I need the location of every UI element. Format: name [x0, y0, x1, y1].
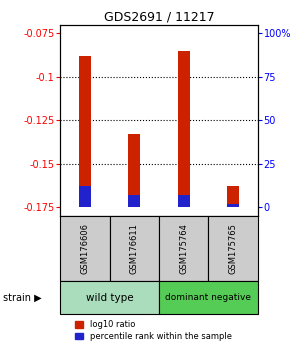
Title: GDS2691 / 11217: GDS2691 / 11217: [104, 11, 214, 24]
Text: GSM176611: GSM176611: [130, 223, 139, 274]
Bar: [128, 195, 140, 207]
Bar: [79, 186, 91, 207]
Bar: [60, 216, 110, 281]
Bar: [110, 216, 159, 281]
Legend: log10 ratio, percentile rank within the sample: log10 ratio, percentile rank within the …: [74, 319, 233, 342]
Bar: [227, 186, 239, 207]
Bar: [79, 56, 91, 207]
Bar: [178, 195, 190, 207]
Bar: [60, 281, 159, 314]
Text: dominant negative: dominant negative: [166, 293, 251, 302]
Text: strain ▶: strain ▶: [3, 293, 42, 303]
Text: GSM175764: GSM175764: [179, 223, 188, 274]
Text: GSM176606: GSM176606: [80, 223, 89, 274]
Bar: [159, 281, 258, 314]
Bar: [227, 204, 239, 207]
Bar: [208, 216, 258, 281]
Bar: [128, 134, 140, 207]
Bar: [159, 216, 208, 281]
Bar: [178, 51, 190, 207]
Text: wild type: wild type: [86, 293, 133, 303]
Text: GSM175765: GSM175765: [229, 223, 238, 274]
